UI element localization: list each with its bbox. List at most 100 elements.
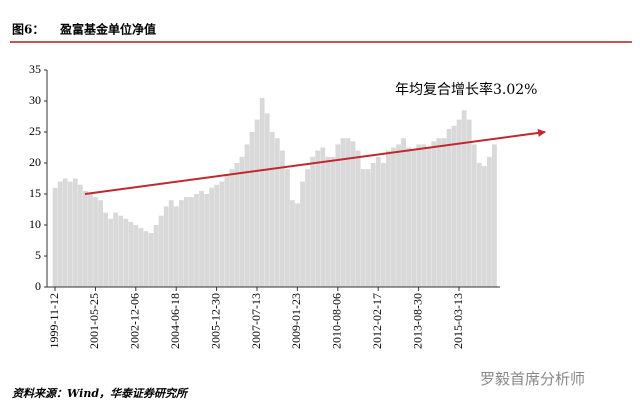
bar (234, 163, 240, 287)
bar (57, 181, 63, 287)
bar (52, 187, 58, 287)
watermark: 罗毅首席分析师 (480, 370, 585, 388)
bar (209, 187, 215, 287)
bar (310, 156, 316, 287)
bar (118, 215, 124, 287)
bar (431, 141, 437, 287)
bar (163, 206, 169, 287)
bar (436, 138, 442, 287)
bar (365, 169, 371, 287)
bar (481, 166, 487, 287)
bar (67, 181, 73, 287)
bar (446, 128, 452, 287)
bar (345, 138, 351, 287)
bar (406, 147, 411, 287)
bar (461, 110, 467, 287)
bar (239, 156, 245, 287)
bar (194, 194, 199, 287)
bar (98, 200, 103, 287)
x-tick-label: 2012-02-17 (370, 293, 384, 349)
y-tick-label: 10 (29, 217, 41, 231)
x-tick-label: 2004-06-18 (168, 293, 182, 349)
bar (123, 218, 129, 287)
bar (113, 212, 119, 287)
bar (325, 156, 331, 287)
bar (335, 144, 341, 287)
figure-label: 图6： (12, 23, 44, 37)
bar (219, 181, 225, 287)
bar (426, 147, 432, 287)
x-tick-label: 2007-07-13 (249, 293, 263, 349)
bar (93, 197, 98, 287)
bar (269, 132, 275, 287)
bar (476, 163, 482, 287)
bar (375, 156, 381, 287)
bar (224, 175, 230, 287)
y-tick-label: 35 (29, 62, 41, 76)
bar (386, 150, 391, 287)
x-tick-label: 2009-01-23 (289, 293, 303, 349)
bar (133, 225, 139, 287)
y-tick-label: 5 (35, 248, 41, 262)
bar (315, 150, 321, 287)
source: 资料来源：Wind，华泰证券研究所 (12, 387, 189, 400)
bar (178, 200, 184, 287)
bar (300, 181, 305, 287)
bar (184, 197, 189, 287)
bar (295, 203, 300, 287)
bar (199, 190, 204, 287)
bar (173, 206, 179, 287)
bar (492, 144, 497, 287)
bar (391, 147, 396, 287)
x-tick-label: 2005-12-30 (208, 293, 222, 349)
x-tick-label: 2002-12-06 (128, 293, 142, 349)
bar (88, 194, 93, 287)
bar (249, 132, 255, 287)
bar (411, 150, 417, 287)
bar (451, 125, 457, 287)
x-tick-label: 2010-08-06 (330, 293, 344, 349)
x-tick-label: 1999-11-12 (47, 293, 61, 349)
chart-title: 盈富基金单位净值 (59, 22, 156, 37)
bar (360, 169, 366, 287)
bar (254, 119, 260, 287)
bar (259, 97, 265, 288)
bar (274, 138, 280, 287)
bar (148, 233, 154, 287)
annotation: 年均复合增长率3.02% (395, 81, 537, 98)
bar (168, 200, 174, 287)
bar (471, 144, 477, 287)
bar (244, 144, 250, 287)
bar (143, 231, 149, 287)
bar (108, 218, 114, 287)
bar (456, 119, 462, 287)
bar (290, 200, 295, 287)
bar (350, 141, 356, 287)
bar (264, 113, 270, 288)
y-tick-label: 15 (29, 186, 41, 200)
bar (279, 150, 285, 287)
y-tick-label: 0 (35, 279, 41, 293)
y-tick-label: 30 (29, 93, 41, 107)
bar (128, 221, 134, 287)
bar (153, 225, 159, 287)
x-tick-label: 2015-03-13 (451, 293, 465, 349)
bar (189, 197, 194, 287)
bar (305, 169, 310, 287)
bar (204, 194, 209, 287)
bar (72, 178, 78, 287)
bar (330, 156, 336, 287)
bar (103, 212, 108, 287)
trend-arrow (84, 128, 546, 195)
bar (340, 138, 346, 287)
bar (62, 178, 68, 287)
y-tick-label: 25 (29, 124, 41, 138)
bar (285, 169, 290, 287)
bar (214, 184, 220, 287)
x-tick-label: 2001-05-25 (87, 293, 101, 349)
bar (421, 144, 427, 287)
bar (401, 138, 406, 287)
y-tick-label: 20 (29, 155, 41, 169)
bar (158, 215, 164, 287)
bar (138, 228, 144, 287)
